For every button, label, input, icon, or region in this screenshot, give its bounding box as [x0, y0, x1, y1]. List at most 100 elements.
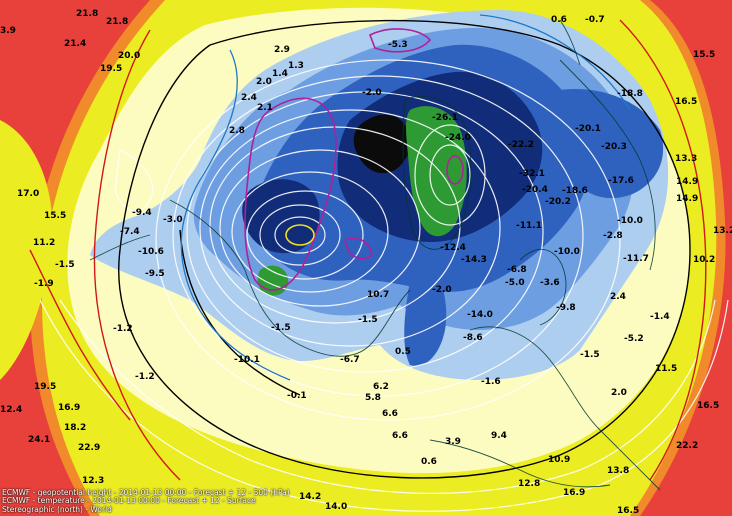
contour-12 — [414, 124, 486, 226]
coast-europe — [469, 326, 661, 491]
temp-label: 19.5 — [100, 64, 122, 74]
temp-label: 14.0 — [325, 502, 347, 512]
red-contours — [29, 19, 707, 481]
temp-label: -26.1 — [432, 113, 458, 123]
caption-line-temperature: ECMWF - temperature - 2014-01-13 00:00 -… — [2, 496, 256, 505]
temp-label: -20.2 — [545, 197, 571, 207]
black-contours — [118, 19, 691, 479]
contour-8 — [186, 91, 544, 373]
temp-label: 2.9 — [274, 45, 290, 55]
temp-label: 10.2 — [693, 255, 715, 265]
temp-label: 1.4 — [272, 69, 288, 79]
temperature-labels: 3.9 21.8 21.8 21.4 20.0 19.5 17.0 15.5 1… — [0, 9, 732, 516]
temp-label: 0.6 — [551, 15, 567, 25]
temp-label: 1.3 — [288, 61, 304, 71]
temp-label: 2.0 — [256, 77, 272, 87]
temp-label: -32.1 — [519, 169, 545, 179]
temp-label: -1.2 — [113, 324, 133, 334]
temp-label: 6.6 — [382, 409, 398, 419]
temp-label: 18.2 — [64, 423, 86, 433]
temp-label: 14.9 — [676, 177, 698, 187]
black-contour-2 — [179, 229, 301, 396]
blue-east — [554, 89, 664, 199]
temp-label: -12.4 — [440, 243, 466, 253]
magenta-contour-1 — [244, 97, 337, 291]
temp-label: 16.9 — [563, 488, 585, 498]
red-contour-2 — [619, 19, 707, 481]
temp-label: -1.5 — [271, 323, 291, 333]
cyan-contour-2 — [479, 14, 631, 111]
temp-label: -24.0 — [445, 133, 471, 143]
temp-label: 15.5 — [44, 211, 66, 221]
contour-1 — [274, 216, 326, 254]
temp-label: 16.9 — [58, 403, 80, 413]
temp-label: -1.9 — [34, 279, 54, 289]
coast-greenland — [402, 95, 472, 250]
coast-mediterranean — [429, 439, 611, 488]
yellow-contour-core — [285, 224, 315, 246]
temp-label: -11.7 — [623, 254, 649, 264]
magenta-contour-4 — [344, 237, 373, 259]
temp-label: 3.9 — [445, 437, 461, 447]
temp-label: -14.0 — [467, 310, 493, 320]
temp-label: 22.9 — [78, 443, 100, 453]
coastlines — [89, 19, 661, 491]
coast-asia — [559, 59, 656, 271]
temp-label: -6.8 — [507, 265, 527, 275]
temp-label: -1.2 — [135, 372, 155, 382]
temp-label: 12.4 — [0, 405, 22, 415]
contour-7 — [199, 109, 501, 347]
temp-label: 2.4 — [241, 93, 257, 103]
magenta-contours — [244, 28, 464, 291]
temp-label: -9.4 — [132, 208, 152, 218]
temp-label: -2.0 — [432, 285, 452, 295]
temp-label: -10.0 — [554, 247, 580, 257]
temp-label: -6.7 — [340, 355, 360, 365]
temp-label: -0.7 — [585, 15, 605, 25]
temp-label: -2.8 — [603, 231, 623, 241]
temp-label: 3.9 — [0, 26, 16, 36]
temp-label: -14.3 — [461, 255, 487, 265]
temp-label: 5.8 — [365, 393, 381, 403]
temp-label: -8.6 — [463, 333, 483, 343]
temp-label: -1.4 — [650, 312, 670, 322]
temp-label: 13.2 — [713, 226, 732, 236]
temp-label: -20.3 — [601, 142, 627, 152]
cream-inner — [180, 220, 500, 434]
red-contour-1 — [93, 29, 181, 481]
temp-label: -5.2 — [624, 334, 644, 344]
temp-label: -2.0 — [362, 88, 382, 98]
temp-label: 11.2 — [33, 238, 55, 248]
temp-label: -5.3 — [388, 40, 408, 50]
temp-label: -9.5 — [145, 269, 165, 279]
temp-label: 0.6 — [421, 457, 437, 467]
temp-label: -1.5 — [358, 315, 378, 325]
temp-label: 10.9 — [548, 455, 570, 465]
temp-label: 13.8 — [607, 466, 629, 476]
yellow-contour — [285, 224, 315, 246]
temp-label: 10.7 — [367, 290, 389, 300]
temp-label: 2.0 — [611, 388, 627, 398]
dark-blue-west — [242, 179, 320, 254]
temp-label: -10.1 — [234, 355, 260, 365]
temp-label: -5.0 — [505, 278, 525, 288]
temp-label: 21.8 — [106, 17, 128, 27]
temp-label: -1.6 — [481, 377, 501, 387]
temp-label: 2.8 — [229, 126, 245, 136]
temp-label: -18.8 — [617, 89, 643, 99]
temp-label: 11.5 — [655, 364, 677, 374]
temp-label: -0.1 — [287, 391, 307, 401]
temp-label: -1.5 — [580, 350, 600, 360]
caption-line-geopotential: ECMWF - geopotential height - 2014-01-13… — [2, 487, 290, 497]
temp-label: -10.0 — [617, 216, 643, 226]
temp-label: 16.5 — [697, 401, 719, 411]
temp-label: 20.0 — [118, 51, 140, 61]
contour-9 — [172, 75, 584, 397]
temp-label: 17.0 — [17, 189, 39, 199]
temp-label: 12.8 — [518, 479, 540, 489]
temp-label: -3.0 — [163, 215, 183, 225]
contour-2 — [259, 204, 341, 266]
temp-label: -18.6 — [562, 186, 588, 196]
temp-label: -22.2 — [508, 140, 534, 150]
